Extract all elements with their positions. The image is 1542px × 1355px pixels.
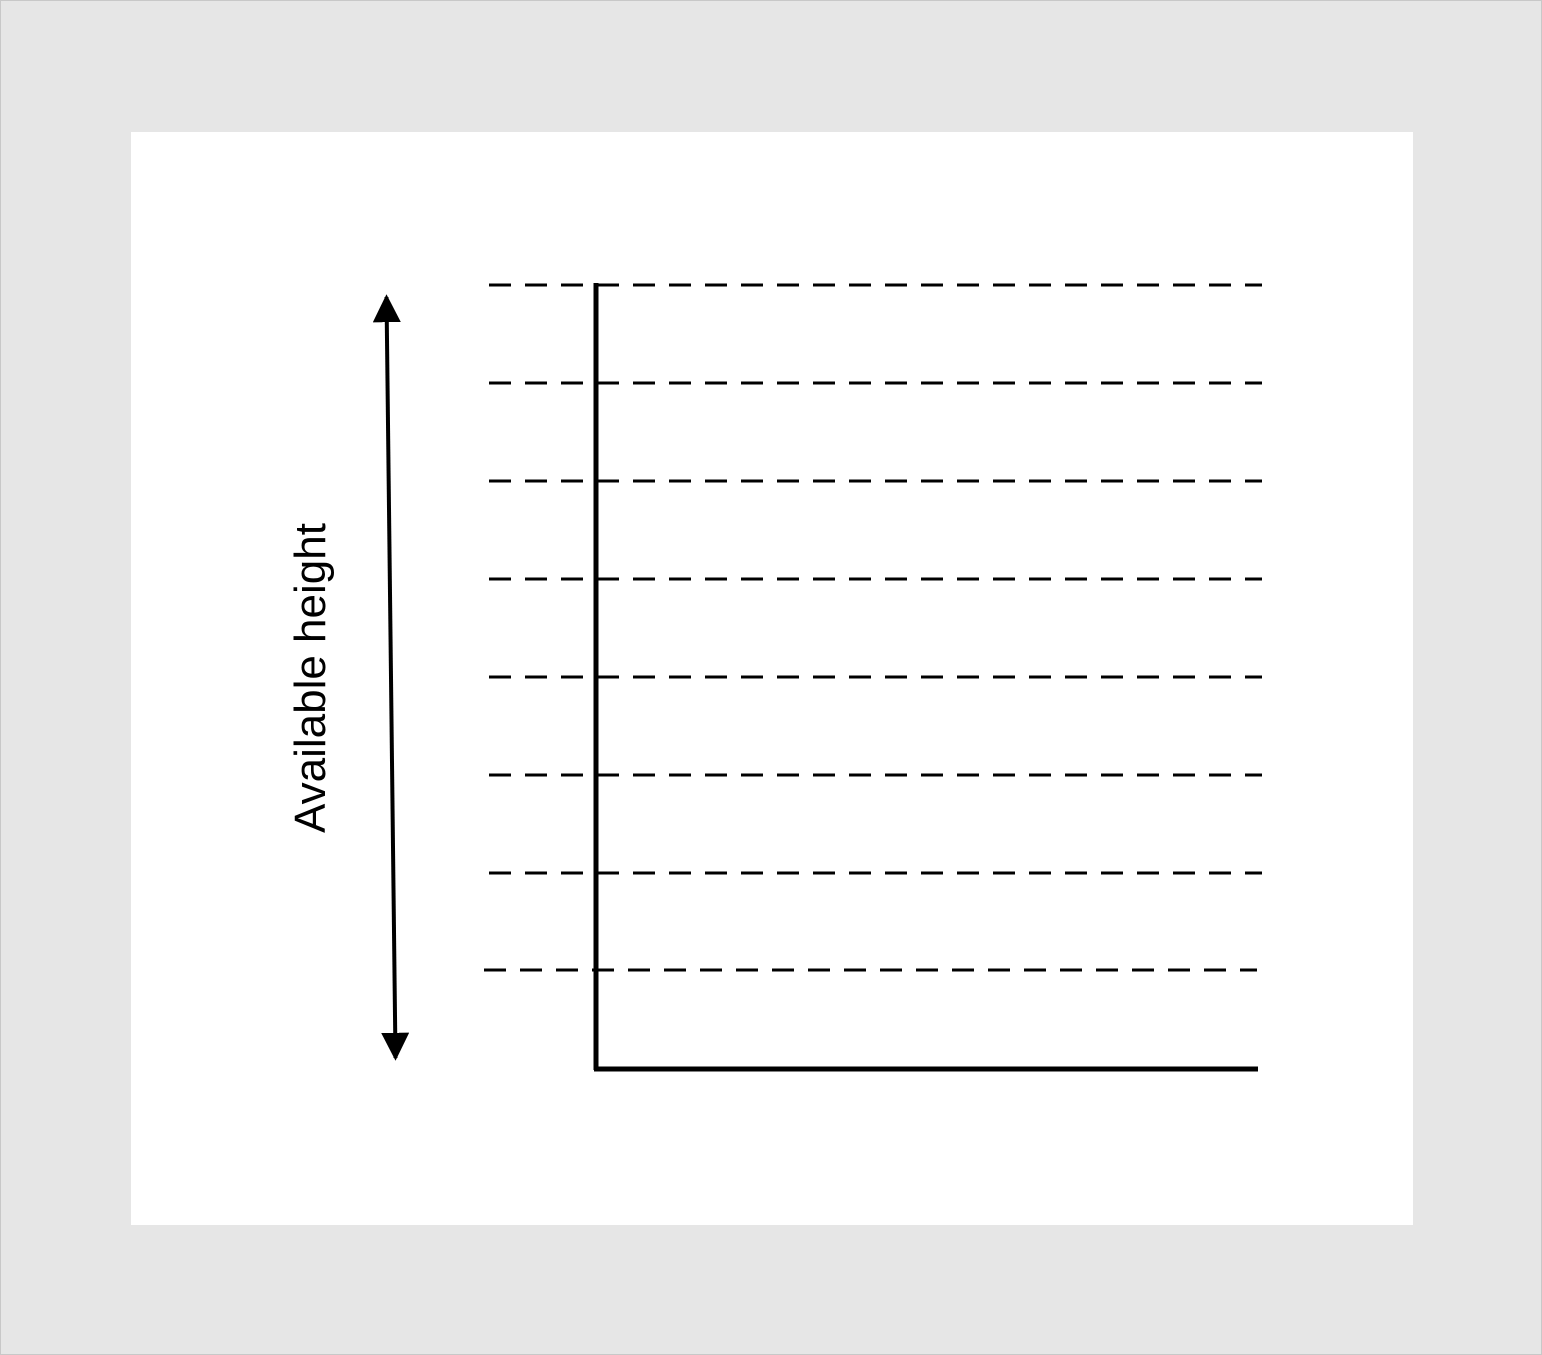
height-arrow (372, 294, 410, 1061)
height-arrow-label: Available height (286, 523, 335, 833)
diagram-canvas (131, 132, 1413, 1225)
guide-lines (484, 283, 1262, 972)
